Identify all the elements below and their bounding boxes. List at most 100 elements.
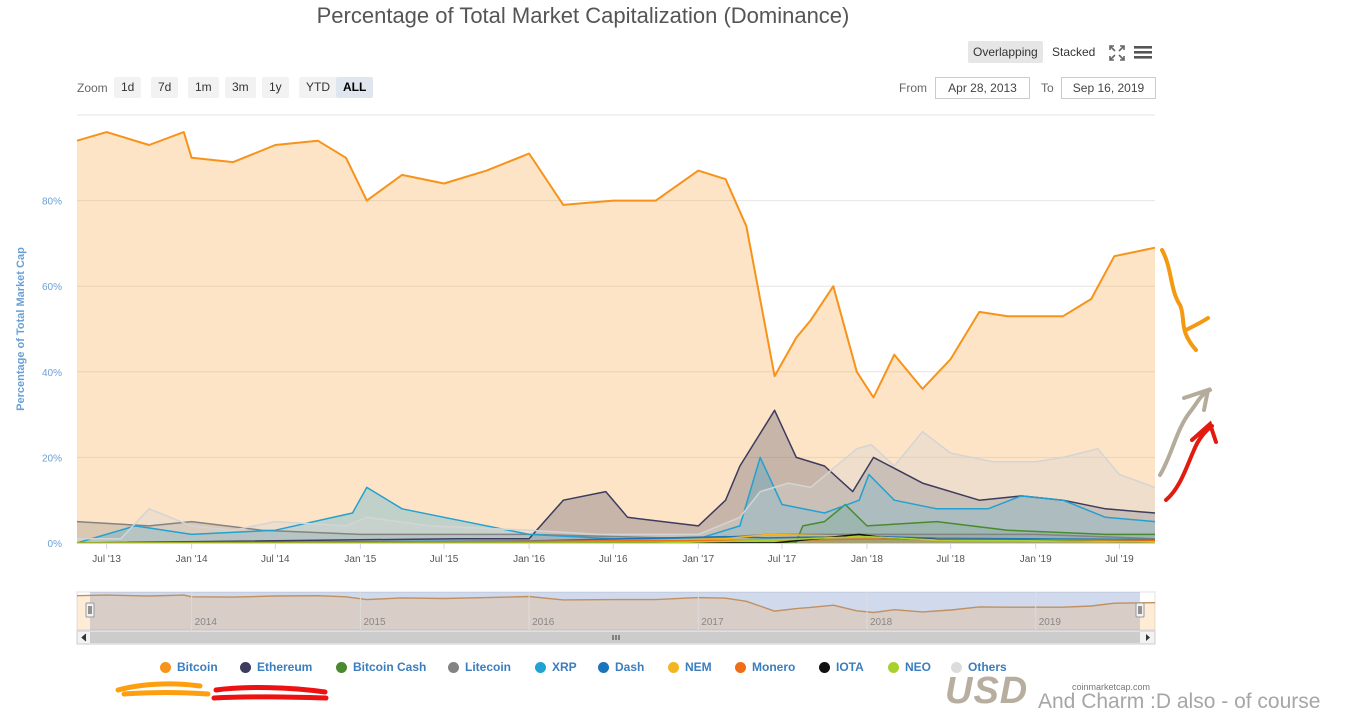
x-tick-label: Jan '14 bbox=[176, 554, 208, 565]
scroll-left-arrow-icon[interactable] bbox=[81, 633, 87, 642]
legend-item-xrp[interactable]: XRP bbox=[535, 660, 577, 674]
legend-item-others[interactable]: Others bbox=[951, 660, 1007, 674]
usd-handwritten-label: USD bbox=[945, 670, 1029, 712]
zoom-1d-button[interactable]: 1d bbox=[114, 77, 142, 98]
navigator-window bbox=[90, 592, 1140, 630]
navigator-tick-label: 2017 bbox=[701, 617, 724, 628]
y-tick-label: 20% bbox=[42, 453, 62, 464]
navigator-right-handle[interactable] bbox=[1135, 602, 1145, 618]
zoom-1m-button[interactable]: 1m bbox=[188, 77, 219, 98]
legend-marker bbox=[160, 661, 171, 673]
legend-marker bbox=[888, 661, 899, 673]
bitcoin-line bbox=[76, 131, 1156, 399]
legend-label: IOTA bbox=[836, 660, 864, 674]
y-tick-label: 40% bbox=[42, 368, 62, 379]
ethereum-area bbox=[77, 410, 1155, 543]
nem-area bbox=[77, 534, 1155, 543]
legend-label: Bitcoin bbox=[177, 660, 218, 674]
legend-item-litecoin[interactable]: Litecoin bbox=[448, 660, 511, 674]
legend-item-bitcoin-cash[interactable]: Bitcoin Cash bbox=[336, 660, 426, 674]
x-tick-label: Jul '13 bbox=[92, 554, 121, 565]
zoom-all-button[interactable]: ALL bbox=[336, 77, 374, 98]
legend-item-bitcoin[interactable]: Bitcoin bbox=[160, 660, 218, 674]
x-tick-label: Jan '17 bbox=[682, 554, 714, 565]
x-tick-label: Jan '15 bbox=[344, 554, 376, 565]
navigator-left-handle[interactable] bbox=[85, 602, 95, 618]
from-date-input[interactable]: Apr 28, 2013 bbox=[935, 77, 1030, 99]
legend-marker bbox=[240, 661, 251, 673]
x-tick-label: Jul '17 bbox=[768, 554, 797, 565]
legend-item-monero[interactable]: Monero bbox=[735, 660, 795, 674]
zoom-1y-button[interactable]: 1y bbox=[262, 77, 289, 98]
x-tick-label: Jan '16 bbox=[513, 554, 545, 565]
x-tick-label: Jul '19 bbox=[1105, 554, 1134, 565]
navigator-frame bbox=[76, 591, 1156, 631]
others-area bbox=[77, 431, 1155, 543]
bitcoin-area bbox=[77, 132, 1155, 543]
up-arrow-annotation bbox=[1158, 387, 1212, 477]
overlapping-button[interactable]: Overlapping bbox=[968, 41, 1043, 63]
xrp-area bbox=[77, 457, 1155, 543]
scroll-right-arrow-icon[interactable] bbox=[1146, 634, 1150, 641]
legend-marker bbox=[598, 661, 609, 673]
underline-annotation bbox=[211, 685, 329, 701]
x-tick-label: Jul '15 bbox=[430, 554, 459, 565]
annotation-note: And Charm :D also - of course bbox=[1038, 690, 1321, 713]
x-tick-label: Jul '16 bbox=[599, 554, 628, 565]
to-label: To bbox=[1041, 81, 1054, 95]
x-tick-label: Jul '18 bbox=[936, 554, 965, 565]
zoom-3m-button[interactable]: 3m bbox=[225, 77, 256, 98]
stacked-button[interactable]: Stacked bbox=[1052, 45, 1096, 59]
down-arrow-annotation bbox=[1160, 248, 1210, 352]
xrp-line bbox=[76, 456, 1156, 544]
legend-item-nem[interactable]: NEM bbox=[668, 660, 712, 674]
credit-text: coinmarketcap.com bbox=[1072, 682, 1151, 692]
legend-item-dash[interactable]: Dash bbox=[598, 660, 644, 674]
underline-annotation bbox=[115, 681, 211, 697]
legend-label: NEM bbox=[685, 660, 712, 674]
navigator-tick-label: 2016 bbox=[532, 617, 555, 628]
navigator-tick-label: 2014 bbox=[195, 617, 218, 628]
x-tick-label: Jan '19 bbox=[1020, 554, 1052, 565]
navigator-tick-label: 2019 bbox=[1039, 617, 1062, 628]
legend-marker bbox=[819, 661, 830, 673]
chart-title: Percentage of Total Market Capitalizatio… bbox=[316, 3, 850, 28]
from-label: From bbox=[899, 81, 927, 95]
y-tick-label: 0% bbox=[48, 539, 63, 550]
up-arrow-annotation bbox=[1164, 420, 1218, 502]
legend-marker bbox=[668, 661, 679, 673]
legend-marker bbox=[951, 661, 962, 673]
to-date-input[interactable]: Sep 16, 2019 bbox=[1061, 77, 1156, 99]
zoom-ytd-button[interactable]: YTD bbox=[299, 77, 337, 98]
ethereum-line bbox=[76, 409, 1156, 544]
expand-icon[interactable] bbox=[1108, 44, 1126, 62]
legend-label: Ethereum bbox=[257, 660, 313, 674]
zoom-label: Zoom bbox=[77, 81, 108, 95]
x-tick-label: Jul '14 bbox=[261, 554, 290, 565]
legend-label: Dash bbox=[615, 660, 645, 674]
y-tick-label: 60% bbox=[42, 282, 62, 293]
legend-marker bbox=[336, 661, 347, 673]
y-axis-title: Percentage of Total Market Cap bbox=[15, 247, 27, 411]
legend-marker bbox=[735, 661, 746, 673]
legend-item-neo[interactable]: NEO bbox=[888, 660, 931, 674]
legend-label: XRP bbox=[552, 660, 577, 674]
hamburger-menu-icon[interactable] bbox=[1133, 44, 1153, 60]
navigator-tick-label: 2018 bbox=[870, 617, 893, 628]
navigator-tick-label: 2015 bbox=[363, 617, 386, 628]
iota-area bbox=[77, 534, 1155, 543]
x-tick-label: Jan '18 bbox=[851, 554, 883, 565]
zoom-7d-button[interactable]: 7d bbox=[151, 77, 179, 98]
legend-marker bbox=[535, 661, 546, 673]
navigator-series-area bbox=[77, 595, 1155, 630]
legend-label: NEO bbox=[905, 660, 932, 674]
legend-item-iota[interactable]: IOTA bbox=[819, 660, 864, 674]
legend-label: Litecoin bbox=[465, 660, 512, 674]
scrollbar-thumb[interactable] bbox=[90, 632, 1140, 643]
navigator-series-line bbox=[76, 594, 1156, 614]
bitcoin-cash-area bbox=[77, 504, 1155, 543]
legend-item-ethereum[interactable]: Ethereum bbox=[240, 660, 312, 674]
legend-marker bbox=[448, 661, 459, 673]
legend-label: Others bbox=[968, 660, 1007, 674]
